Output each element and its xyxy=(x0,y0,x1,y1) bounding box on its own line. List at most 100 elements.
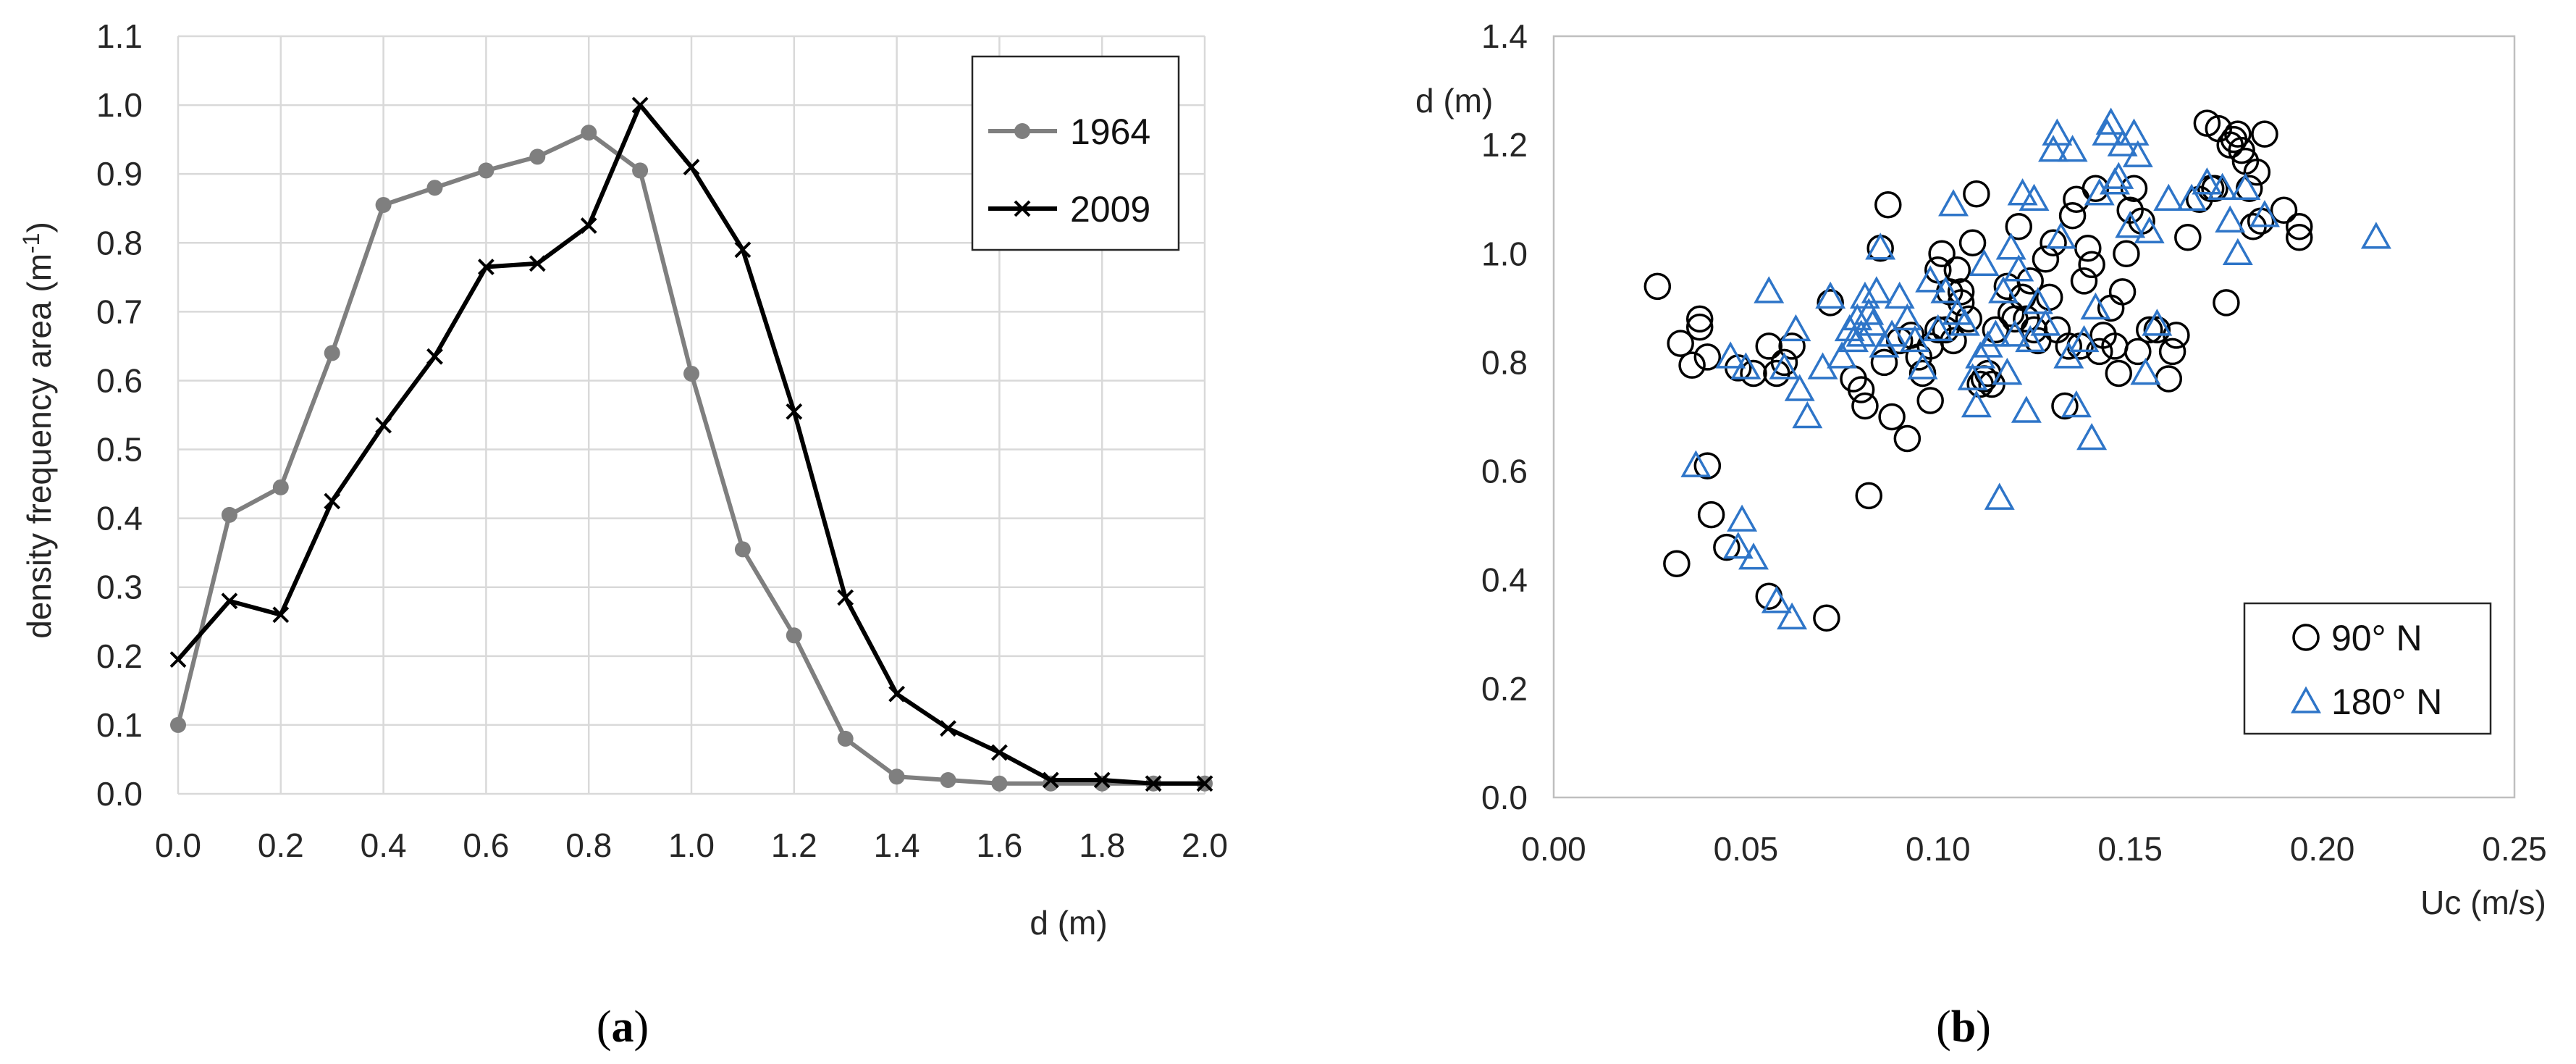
chart-b-point-90n xyxy=(1958,229,1987,257)
chart-b-y-tick-label: 0.4 xyxy=(1481,561,1528,599)
chart-b-x-tick-label: 0.25 xyxy=(2482,830,2547,868)
chart-b-point-90n xyxy=(2108,278,2137,306)
chart-a-x-tick-label: 1.2 xyxy=(771,826,817,864)
chart-b-point-180n xyxy=(2003,254,2034,282)
chart-b-point-90n xyxy=(1693,452,1722,479)
chart-a-y-axis-label: density frequency area (m-1) xyxy=(18,222,58,639)
chart-b-y-tick-label: 0.8 xyxy=(1481,343,1528,381)
chart-b-point-180n xyxy=(2045,222,2076,249)
chart-b-point-90n xyxy=(1874,190,1902,219)
chart-b-point-90n xyxy=(1847,376,1875,403)
chart-b-y-tick-labels: 0.0 0.2 0.4 0.6 0.8 1.0 1.2 1.4 xyxy=(1481,17,1528,816)
chart-a-legend-box xyxy=(971,55,1180,251)
chart-b-point-90n xyxy=(1697,500,1725,529)
chart-b-point-180n xyxy=(2122,140,2153,167)
chart-a-point-series-2009 xyxy=(324,493,341,510)
chart-a-y-tick-labels: 0.0 0.1 0.2 0.3 0.4 0.5 0.6 0.7 0.8 0.9 1.0 1.1 xyxy=(96,17,143,813)
chart-b-point-90n xyxy=(1755,332,1782,360)
chart-a-point-series-1964 xyxy=(272,479,289,495)
chart-a-x-tick-label: 1.4 xyxy=(874,826,920,864)
chart-b-point-180n xyxy=(1853,298,1885,325)
chart-b-y-tick-label: 1.0 xyxy=(1481,235,1528,272)
chart-b-point-180n xyxy=(2030,309,2061,336)
chart-b-legend-label-180n: 180° N xyxy=(2331,682,2442,722)
chart-b-point-180n xyxy=(1877,319,1908,347)
chart-b-point-180n xyxy=(1849,281,1880,309)
chart-b-point-180n xyxy=(2042,118,2073,146)
chart-b-point-90n xyxy=(2040,229,2067,257)
chart-b-point-90n xyxy=(2051,392,2079,420)
chart-b-point-180n xyxy=(2068,324,2100,353)
chart-b-point-90n xyxy=(1928,240,1956,268)
chart-a-point-series-1964 xyxy=(478,162,494,179)
chart-b-point-90n xyxy=(1955,305,1983,333)
chart-b-point-90n xyxy=(1713,533,1741,561)
chart-b-x-tick-labels: 0.00 0.05 0.10 0.15 0.20 0.25 xyxy=(1521,830,2547,868)
chart-a-point-series-2009 xyxy=(375,416,392,434)
chart-a-x-axis-label: d (m) xyxy=(1030,904,1107,942)
chart-b-point-180n xyxy=(2019,183,2050,211)
chart-a-point-series-1964 xyxy=(375,196,392,213)
chart-a-caption: (a) xyxy=(597,1002,649,1052)
chart-b-point-180n xyxy=(2360,222,2391,249)
chart-a-point-series-2009 xyxy=(734,241,752,259)
chart-a-x-tick-label: 0.2 xyxy=(258,826,304,864)
chart-b-x-tick-label: 0.00 xyxy=(1521,830,1586,868)
chart-b-point-90n xyxy=(2055,332,2083,360)
chart-b-point-180n xyxy=(1988,276,2019,303)
chart-b-point-180n xyxy=(1780,314,1811,342)
chart-b-point-90n xyxy=(1963,180,1990,208)
chart-a-point-series-1964 xyxy=(786,627,802,644)
chart-a-point-series-2009 xyxy=(683,159,700,176)
chart-b-point-90n xyxy=(2286,213,2313,240)
chart-a-x-tick-label: 2.0 xyxy=(1182,826,1228,864)
chart-b-point-180n xyxy=(2038,135,2069,162)
chart-b-point-180n xyxy=(1999,319,2030,347)
chart-b-point-180n xyxy=(2207,172,2238,200)
chart-a: 0.0 0.2 0.4 0.6 0.8 1.0 1.2 1.4 1.6 1.8 2.0 0.0 0.1… xyxy=(18,17,1228,1052)
chart-a-point-series-1964 xyxy=(837,730,854,747)
chart-b-point-90n xyxy=(2224,120,2252,148)
chart-b-x-tick-label: 0.10 xyxy=(1906,830,1971,868)
chart-a-point-series-1964 xyxy=(683,365,699,382)
chart-a-point-series-1964 xyxy=(632,162,649,179)
chart-b-point-180n xyxy=(1922,314,1953,342)
chart-b-point-90n xyxy=(2020,316,2048,344)
chart-b-point-180n xyxy=(2118,118,2150,146)
chart-b-legend-box xyxy=(2243,602,2492,735)
chart-b-point-90n xyxy=(1678,351,1706,379)
chart-b-y-tick-label: 0.2 xyxy=(1481,670,1528,708)
chart-a-point-series-2009 xyxy=(990,744,1008,761)
chart-b-point-90n xyxy=(2070,267,2098,295)
chart-b-point-180n xyxy=(2134,216,2165,244)
chart-a-y-tick-label: 0.4 xyxy=(96,500,143,537)
chart-b-x-tick-label: 0.15 xyxy=(2097,830,2163,868)
chart-b-point-90n xyxy=(1663,550,1691,577)
chart-b-point-180n xyxy=(2011,395,2042,423)
chart-a-point-series-2009 xyxy=(169,651,187,668)
chart-a-legend: 1964 2009 xyxy=(971,55,1180,251)
chart-b-caption: (b) xyxy=(1936,1002,1991,1052)
chart-b-point-90n xyxy=(2005,213,2033,240)
chart-b-legend-label-90n: 90° N xyxy=(2331,618,2423,658)
chart-b-point-90n xyxy=(1855,482,1883,510)
chart-b-x-axis-label: Uc (m/s) xyxy=(2420,884,2546,921)
chart-b-point-180n xyxy=(2007,178,2038,206)
chart-b-point-180n xyxy=(2115,211,2146,238)
chart-b-point-180n xyxy=(1730,352,1761,380)
chart-a-point-series-1964 xyxy=(991,775,1008,792)
chart-b-point-90n xyxy=(1943,256,1971,284)
chart-b-point-180n xyxy=(1995,233,2026,260)
chart-b-point-180n xyxy=(2053,341,2084,369)
chart-b-point-90n xyxy=(2251,120,2278,148)
chart-a-point-series-2009 xyxy=(888,685,906,703)
chart-a-x-tick-label: 1.0 xyxy=(668,826,715,864)
chart-b-point-180n xyxy=(2080,292,2111,320)
chart-a-point-series-2009 xyxy=(1196,775,1213,792)
chart-a-x-tick-label: 1.6 xyxy=(976,826,1022,864)
chart-b-point-180n xyxy=(2142,309,2173,336)
chart-b-point-90n xyxy=(2213,289,2240,317)
chart-a-series xyxy=(169,96,1213,792)
chart-b-y-tick-label: 1.2 xyxy=(1481,126,1528,164)
